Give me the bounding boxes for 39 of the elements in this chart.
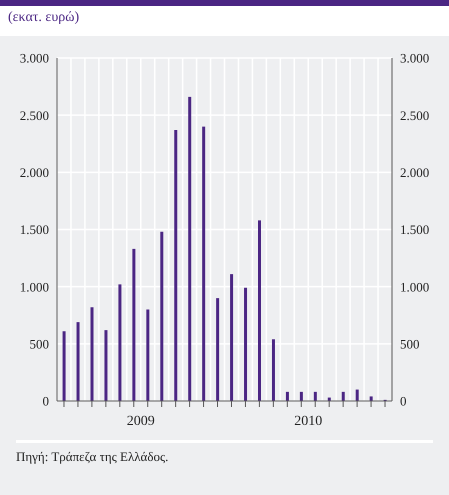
bar	[104, 330, 108, 401]
y2-tick-label: 3.000	[400, 50, 430, 66]
text: Πηγή: Τράπεζα της Ελλάδος.	[16, 449, 170, 465]
bar	[188, 96, 192, 401]
y-tick-label: 0	[42, 394, 49, 409]
y2-tick-label: 2.000	[400, 164, 430, 180]
bar	[342, 392, 345, 401]
bar	[132, 248, 136, 401]
bar	[202, 126, 206, 401]
bar	[300, 392, 303, 401]
y-tick-label: 2.000	[20, 164, 49, 180]
bar	[216, 298, 220, 401]
y-tick-label: 2.500	[20, 108, 49, 123]
bar	[272, 339, 275, 401]
bar	[230, 274, 234, 401]
y-tick-label: 500	[30, 336, 49, 352]
bar	[76, 322, 80, 401]
x-tick-label: 2010	[294, 414, 322, 429]
x-tick-label: 2009	[126, 414, 155, 429]
y2-tick-label: 1.000	[400, 279, 430, 294]
bar	[244, 288, 248, 401]
y2-tick-label: 0	[400, 394, 406, 409]
y2-tick-label: 2.500	[400, 108, 430, 123]
bar	[174, 130, 178, 401]
bar	[314, 392, 317, 401]
chart-title: (εκατ. ευρώ)	[0, 6, 449, 36]
y-tick-label: 3.000	[20, 50, 49, 66]
bar	[146, 310, 150, 401]
bar	[160, 232, 164, 401]
bar	[118, 284, 122, 401]
bar	[62, 331, 66, 401]
bar	[356, 390, 359, 401]
bar	[258, 220, 261, 401]
y-tick-label: 1.000	[20, 279, 49, 294]
bar	[286, 392, 289, 401]
bar	[90, 307, 94, 401]
y-tick-label: 1.500	[20, 222, 49, 238]
y2-tick-label: 500	[400, 336, 420, 352]
y2-tick-label: 1.500	[400, 222, 430, 238]
